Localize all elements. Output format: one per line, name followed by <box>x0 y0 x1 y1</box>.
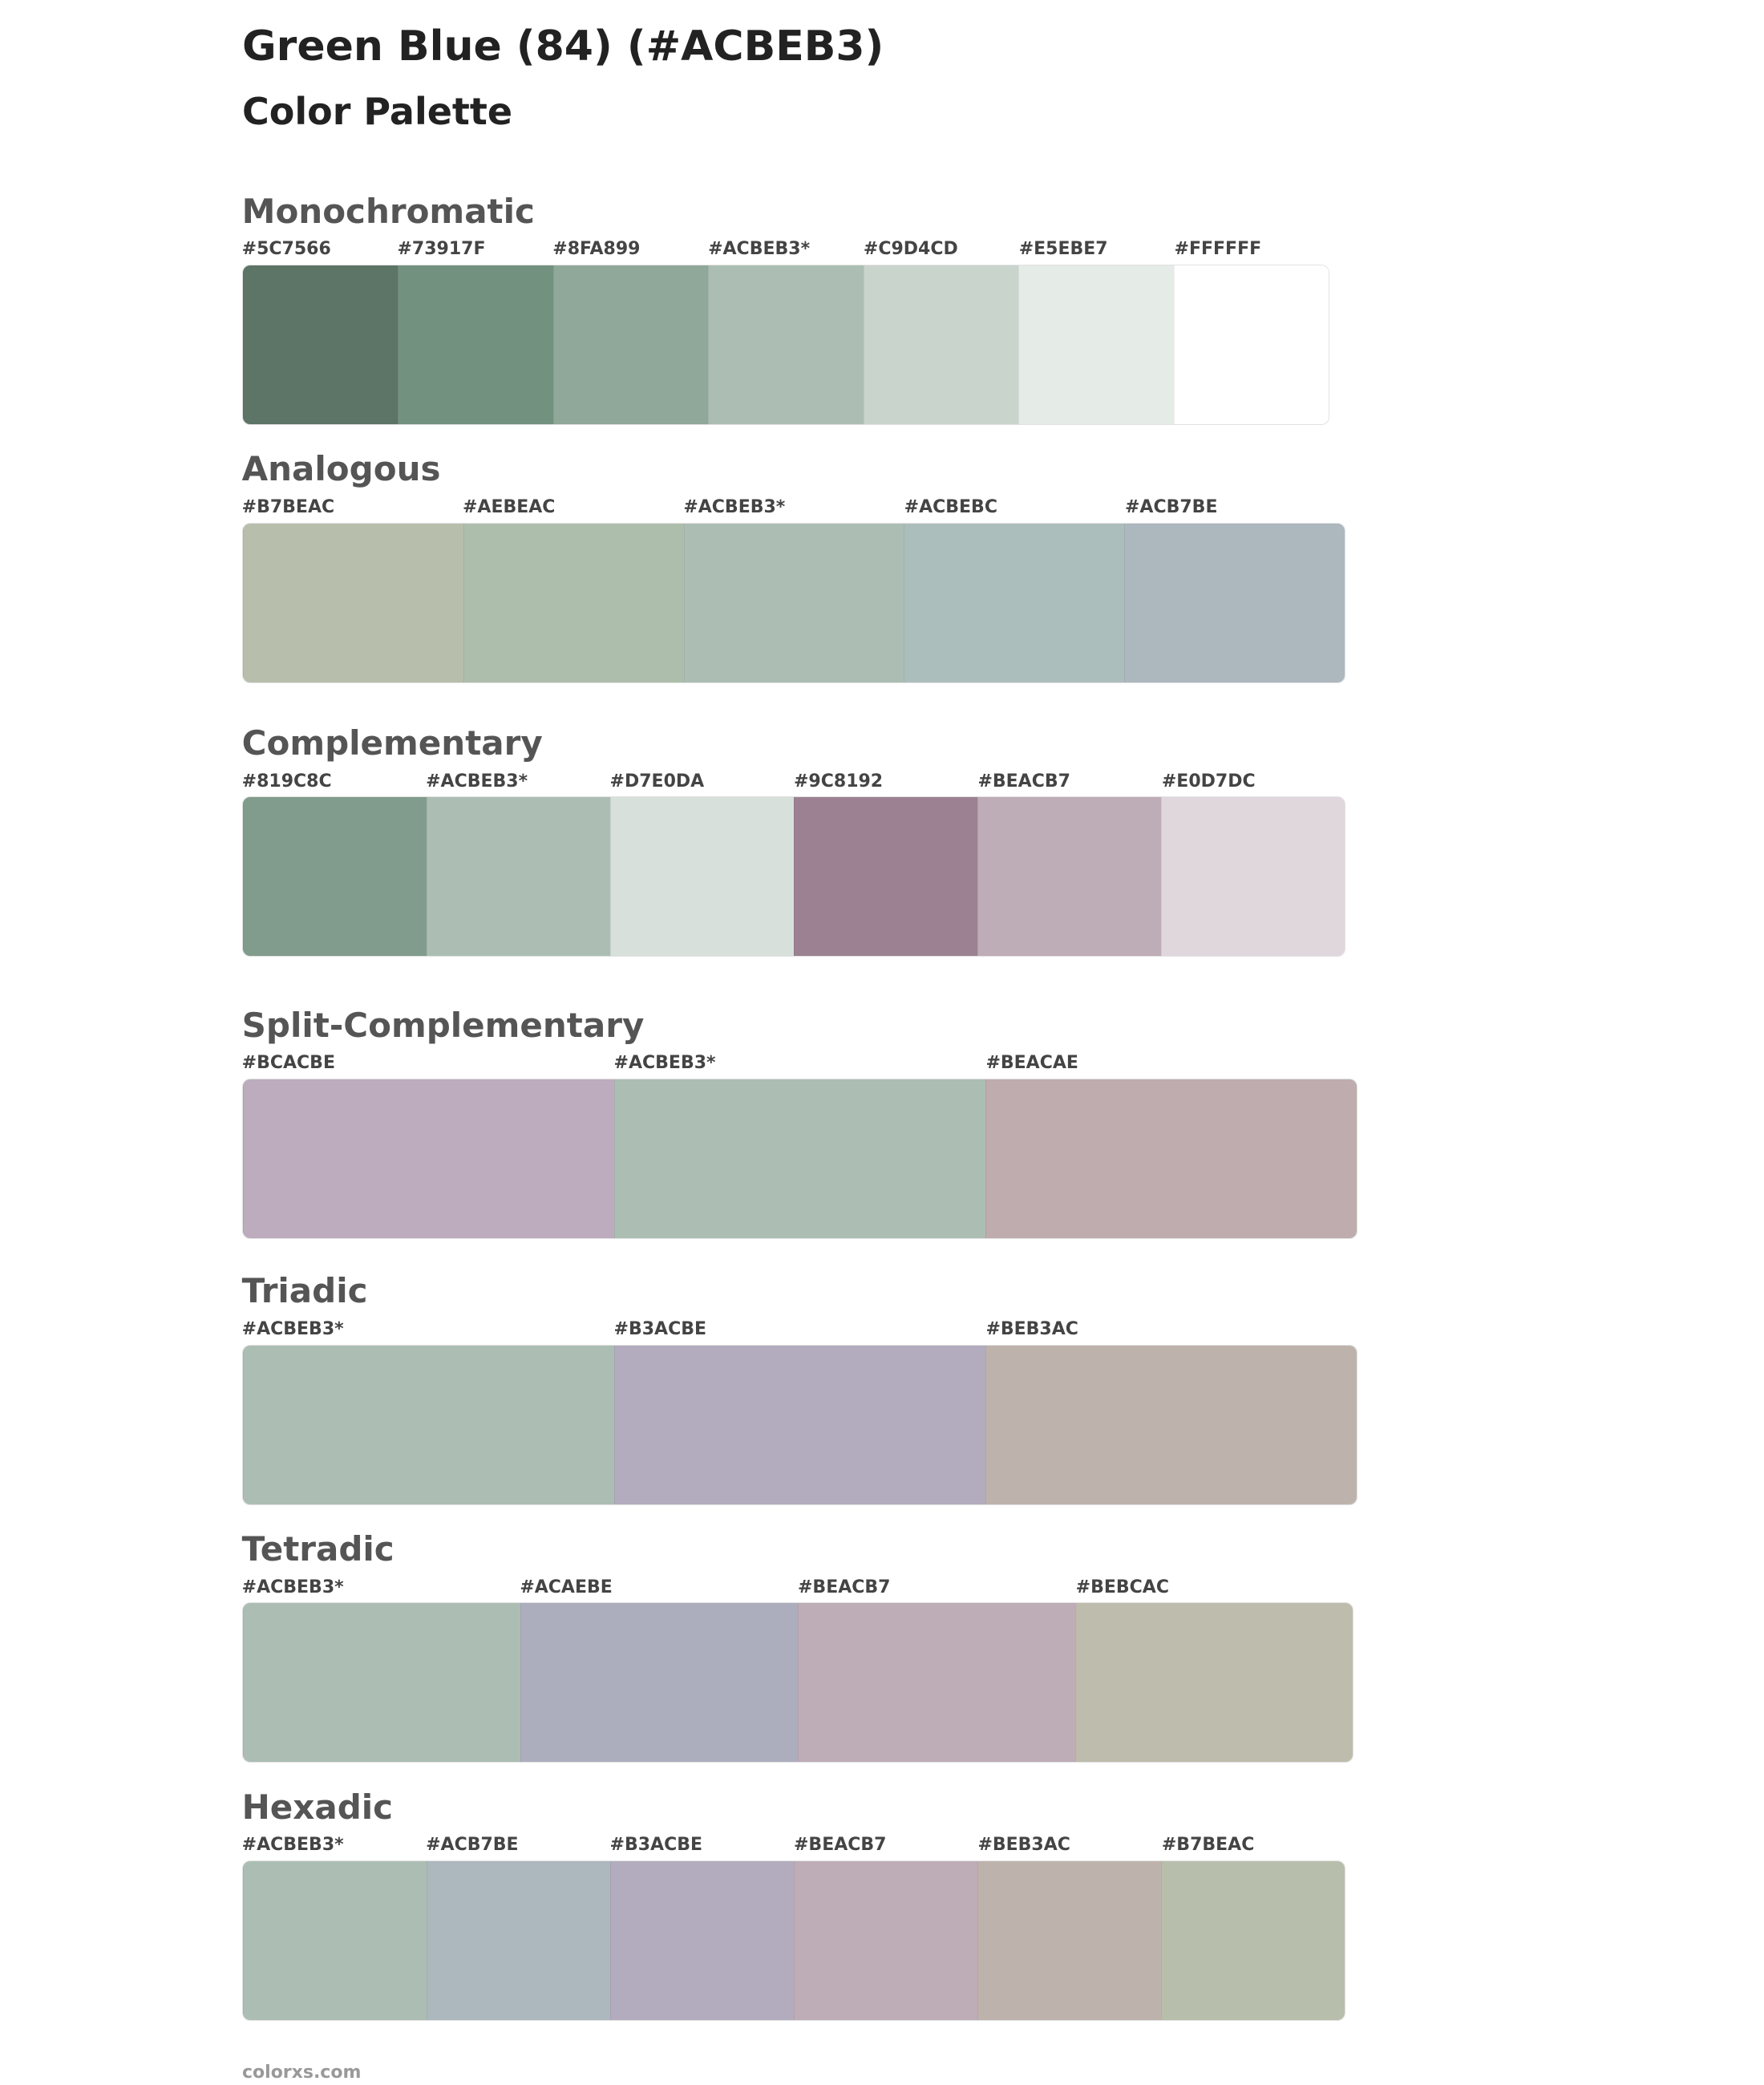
swatch-label: #B3ACBE <box>609 1835 703 1856</box>
swatch-label: #BEB3AC <box>985 1319 1078 1339</box>
color-swatch <box>1018 265 1174 424</box>
color-swatch <box>609 797 794 957</box>
swatch-label: #B7BEAC <box>241 497 335 517</box>
swatch-label: #D7E0DA <box>609 771 705 791</box>
color-swatch <box>242 265 399 424</box>
color-swatch <box>798 1603 1076 1763</box>
swatch-label: #BEACB7 <box>977 771 1070 791</box>
swatch-label: #5C7566 <box>241 239 331 260</box>
swatch-label: #ACBEB3* <box>241 1577 344 1597</box>
color-swatch <box>793 797 978 957</box>
color-swatch <box>242 797 427 957</box>
page-subtitle: Color Palette <box>242 90 513 133</box>
color-swatch <box>463 523 684 682</box>
color-swatch <box>1161 797 1345 957</box>
swatch-label: #ACBEB3* <box>241 1835 344 1856</box>
section-title: Triadic <box>241 1271 368 1311</box>
swatch-strip <box>241 796 1346 957</box>
swatch-label: #ACBEB3* <box>683 497 786 517</box>
swatch-label: #ACBEB3* <box>708 239 811 260</box>
swatch-label: #BEACB7 <box>798 1577 891 1597</box>
section-title: Tetradic <box>241 1529 394 1569</box>
swatch-label: #8FA899 <box>552 239 641 260</box>
color-swatch <box>609 1861 794 2020</box>
color-swatch <box>613 1079 986 1238</box>
color-swatch <box>398 265 553 424</box>
color-swatch <box>242 1603 520 1763</box>
section-title: Hexadic <box>241 1787 394 1827</box>
color-swatch <box>1075 1603 1353 1763</box>
color-swatch <box>863 265 1019 424</box>
color-swatch <box>904 523 1125 682</box>
color-swatch <box>426 1861 610 2020</box>
section-title: Monochromatic <box>241 191 535 231</box>
color-swatch <box>683 523 904 682</box>
swatch-label: #B3ACBE <box>613 1319 707 1339</box>
swatch-label: #B7BEAC <box>1161 1835 1255 1856</box>
swatch-label: #ACBEB3* <box>241 1319 344 1339</box>
color-swatch <box>520 1603 798 1763</box>
color-swatch <box>242 1079 614 1238</box>
color-swatch <box>242 1345 614 1504</box>
swatch-label: #ACB7BE <box>1125 497 1218 517</box>
swatch-strip <box>241 1602 1354 1763</box>
swatch-label: #FFFFFF <box>1174 239 1262 260</box>
color-swatch <box>613 1345 986 1504</box>
swatch-label: #BEB3AC <box>977 1835 1070 1856</box>
color-swatch <box>242 523 463 682</box>
color-swatch <box>985 1079 1357 1238</box>
color-swatch <box>985 1345 1357 1504</box>
color-swatch <box>242 1861 427 2020</box>
swatch-strip <box>241 522 1346 683</box>
section-title: Complementary <box>241 723 543 763</box>
swatch-label: #ACAEBE <box>520 1577 613 1597</box>
swatch-label: #73917F <box>397 239 486 260</box>
swatch-label: #AEBEAC <box>463 497 556 517</box>
swatch-label: #BEBCAC <box>1075 1577 1169 1597</box>
color-swatch <box>793 1861 978 2020</box>
color-swatch <box>1161 1861 1345 2020</box>
color-swatch <box>426 797 610 957</box>
swatch-strip <box>241 1860 1346 2021</box>
swatch-label: #E0D7DC <box>1161 771 1256 791</box>
swatch-label: #9C8192 <box>794 771 884 791</box>
color-swatch <box>1173 265 1329 424</box>
color-swatch <box>708 265 864 424</box>
color-swatch <box>552 265 709 424</box>
page-title: Green Blue (84) (#ACBEB3) <box>242 22 884 71</box>
color-swatch <box>977 797 1162 957</box>
swatch-strip <box>241 1344 1358 1505</box>
swatch-label: #C9D4CD <box>863 239 958 260</box>
swatch-strip <box>241 265 1330 425</box>
swatch-label: #BEACB7 <box>794 1835 887 1856</box>
swatch-label: #ACB7BE <box>426 1835 519 1856</box>
swatch-strip <box>241 1079 1358 1239</box>
footer-link[interactable]: colorxs.com <box>242 2063 362 2083</box>
swatch-label: #BCACBE <box>241 1053 335 1074</box>
swatch-label: #BEACAE <box>985 1053 1078 1074</box>
swatch-label: #E5EBE7 <box>1018 239 1108 260</box>
section-title: Analogous <box>241 449 441 489</box>
section-title: Split-Complementary <box>241 1005 645 1045</box>
swatch-label: #819C8C <box>241 771 332 791</box>
swatch-label: #ACBEB3* <box>613 1053 716 1074</box>
color-swatch <box>1124 523 1345 682</box>
swatch-label: #ACBEB3* <box>426 771 528 791</box>
color-swatch <box>977 1861 1162 2020</box>
swatch-label: #ACBEBC <box>904 497 997 517</box>
